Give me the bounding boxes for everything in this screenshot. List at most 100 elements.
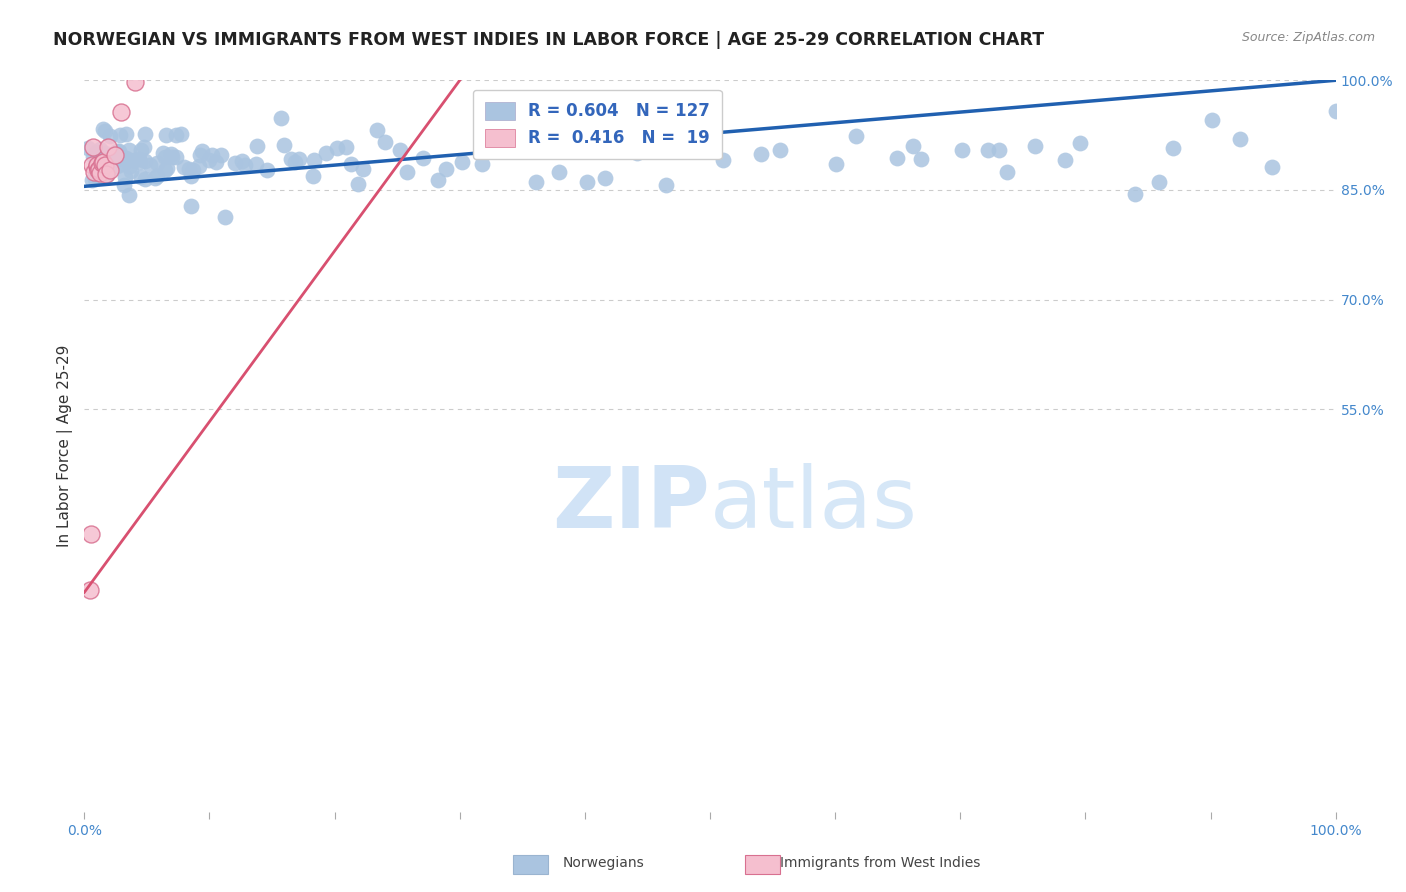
Point — [711, 153, 734, 168]
Point — [84, 171, 107, 186]
Point — [143, 171, 166, 186]
Point — [77, 141, 100, 155]
Point — [471, 157, 494, 171]
Point — [165, 128, 187, 142]
Point — [152, 146, 174, 161]
Point — [112, 178, 135, 193]
Point — [1069, 136, 1091, 150]
Point — [165, 151, 187, 165]
Text: Immigrants from West Indies: Immigrants from West Indies — [780, 856, 981, 871]
Point — [115, 151, 138, 165]
Point — [129, 155, 152, 169]
Point — [112, 157, 135, 171]
Point — [177, 161, 200, 176]
Point — [114, 170, 136, 185]
Point — [132, 140, 155, 154]
Point — [395, 165, 418, 179]
Point — [233, 158, 256, 172]
Point — [86, 159, 108, 173]
Point — [325, 141, 347, 155]
Point — [180, 169, 202, 184]
Point — [145, 156, 167, 170]
Point — [146, 169, 169, 184]
Point — [82, 148, 104, 162]
Point — [436, 161, 458, 176]
Point — [90, 163, 112, 178]
Point — [108, 151, 131, 165]
Point — [129, 170, 152, 185]
Text: Source: ZipAtlas.com: Source: ZipAtlas.com — [1241, 31, 1375, 45]
Point — [138, 158, 160, 172]
Point — [749, 147, 772, 161]
Point — [153, 162, 176, 177]
Point — [1261, 160, 1284, 174]
Point — [105, 159, 128, 173]
Point — [91, 155, 114, 169]
Point — [270, 112, 292, 126]
Point — [128, 152, 150, 166]
Point — [180, 199, 202, 213]
Point — [524, 175, 547, 189]
Point — [302, 153, 325, 168]
Text: Norwegians: Norwegians — [562, 856, 644, 871]
Point — [910, 152, 932, 166]
Point — [352, 162, 374, 177]
Legend: R = 0.604   N = 127, R =  0.416   N =  19: R = 0.604 N = 127, R = 0.416 N = 19 — [474, 90, 721, 159]
Point — [80, 173, 103, 187]
Point — [575, 175, 598, 189]
Point — [110, 104, 132, 119]
Point — [246, 138, 269, 153]
Point — [1324, 104, 1347, 119]
Point — [160, 146, 183, 161]
Point — [82, 158, 104, 172]
Point — [1229, 132, 1251, 146]
Point — [224, 156, 246, 170]
Point — [115, 127, 138, 141]
Point — [626, 146, 648, 161]
Point — [84, 162, 107, 177]
Point — [100, 163, 122, 178]
Point — [155, 128, 177, 143]
Text: ZIP: ZIP — [553, 463, 710, 546]
Point — [655, 178, 678, 192]
Point — [110, 152, 132, 166]
Point — [82, 140, 104, 154]
Point — [1123, 187, 1146, 202]
Point — [280, 153, 302, 167]
Point — [1147, 175, 1170, 189]
Point — [1024, 139, 1046, 153]
Point — [205, 154, 228, 169]
Point — [129, 143, 152, 157]
Point — [903, 139, 925, 153]
Point — [845, 128, 868, 143]
Point — [104, 147, 127, 161]
Point — [593, 171, 616, 186]
Point — [89, 165, 111, 179]
Point — [183, 163, 205, 178]
Point — [950, 143, 973, 157]
Point — [117, 143, 139, 157]
Point — [245, 157, 267, 171]
Point — [94, 157, 117, 171]
Point — [155, 150, 177, 164]
Point — [124, 75, 146, 89]
Point — [190, 145, 212, 159]
Point — [97, 152, 120, 166]
Point — [173, 161, 195, 175]
Point — [995, 165, 1018, 179]
Point — [86, 158, 108, 172]
Point — [134, 171, 156, 186]
Point — [389, 144, 412, 158]
Point — [91, 122, 114, 136]
Point — [1163, 140, 1185, 154]
Text: NORWEGIAN VS IMMIGRANTS FROM WEST INDIES IN LABOR FORCE | AGE 25-29 CORRELATION : NORWEGIAN VS IMMIGRANTS FROM WEST INDIES… — [53, 31, 1045, 49]
Point — [118, 159, 141, 173]
Point — [769, 144, 792, 158]
Point — [495, 132, 517, 146]
Point — [188, 148, 211, 162]
Point — [107, 150, 129, 164]
Point — [118, 153, 141, 167]
Point — [134, 128, 156, 142]
Point — [339, 157, 361, 171]
Point — [209, 148, 232, 162]
